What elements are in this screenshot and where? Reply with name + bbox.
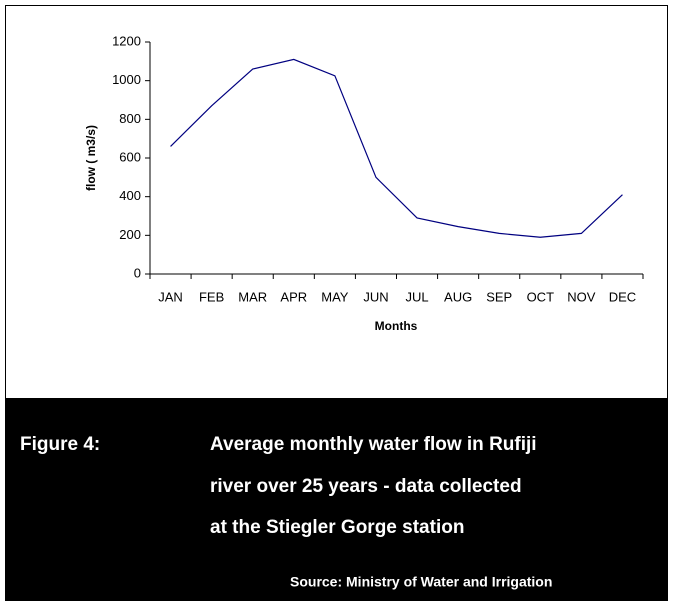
caption-line: Average monthly water flow in Rufiji: [210, 434, 537, 455]
caption-line: at the Stiegler Gorge station: [210, 517, 464, 538]
x-tick-label: JAN: [158, 289, 183, 304]
x-tick-label: NOV: [567, 289, 596, 304]
line: [170, 58, 623, 238]
x-tick-label: JUN: [363, 289, 388, 304]
y-axis-label: flow ( m3/s): [84, 125, 98, 191]
figure-label: Figure 4:: [20, 434, 100, 455]
caption-box: [5, 398, 668, 601]
y-tick-label: 1200: [112, 33, 141, 48]
y-tick-label: 400: [119, 188, 141, 203]
source: Source: Ministry of Water and Irrigation: [290, 574, 552, 590]
y-tick-label: 1000: [112, 72, 141, 87]
caption-line: river over 25 years - data collected: [210, 476, 522, 497]
x-tick-label: SEP: [486, 289, 512, 304]
y-tick-label: 200: [119, 227, 141, 242]
x-tick-label: OCT: [527, 289, 555, 304]
y-tick-label: 600: [119, 149, 141, 164]
x-tick-label: JUL: [405, 289, 428, 304]
x-tick-label: DEC: [609, 289, 636, 304]
y-tick-label: 0: [134, 265, 141, 280]
x-tick-label: APR: [280, 289, 307, 304]
x-axis-label: Months: [375, 319, 418, 333]
x-tick-label: FEB: [199, 289, 224, 304]
x-tick-label: MAY: [321, 289, 349, 304]
y-tick-label: 800: [119, 111, 141, 126]
x-tick-label: AUG: [444, 289, 472, 304]
x-tick-label: MAR: [238, 289, 267, 304]
